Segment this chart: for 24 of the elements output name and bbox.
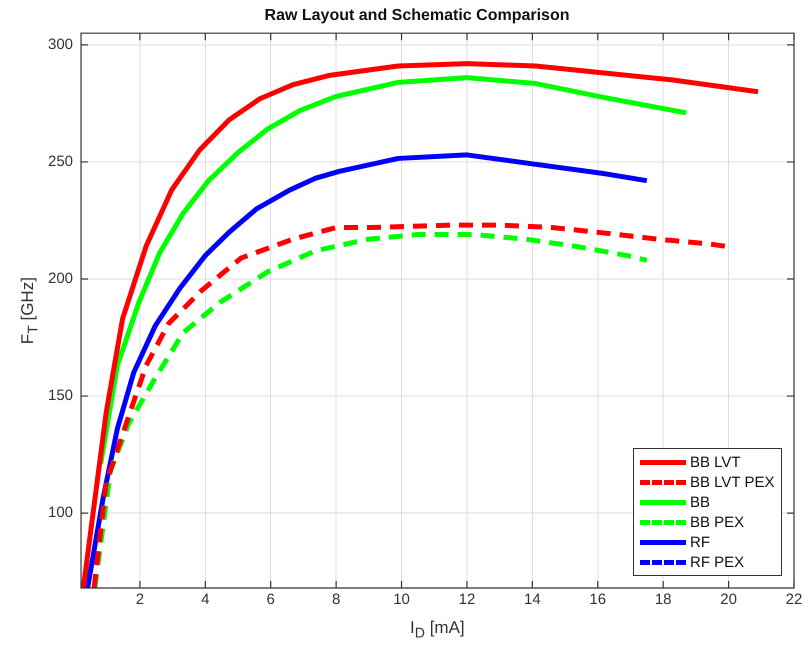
x-tick-label: 6: [266, 591, 275, 608]
legend-label: BB PEX: [690, 514, 744, 530]
x-tick-label: 2: [136, 591, 144, 608]
x-tick-label: 22: [786, 591, 802, 608]
x-axis-title: I$_{D}$ [mA]: [410, 618, 465, 642]
legend-label: BB LVT: [690, 454, 741, 470]
y-tick-label: 200: [48, 270, 74, 288]
chart-title: Raw Layout and Schematic Comparison: [264, 7, 570, 24]
y-tick-label: 250: [48, 153, 74, 170]
x-tick-label: 10: [393, 591, 410, 608]
x-tick-label: 4: [201, 591, 210, 608]
legend-label: RF PEX: [690, 554, 744, 570]
legend-label: RF: [690, 534, 710, 550]
x-tick-label: 12: [458, 591, 476, 608]
legend-label: BB: [690, 494, 710, 510]
x-tick-label: 8: [332, 591, 340, 608]
legend-label: BB LVT PEX: [690, 474, 774, 490]
y-tick-label: 300: [48, 36, 74, 54]
x-tick-label: 20: [720, 591, 737, 608]
x-tick-label: 16: [589, 591, 606, 608]
x-tick-label: 14: [524, 591, 541, 608]
y-tick-label: 150: [48, 387, 74, 404]
y-tick-label: 100: [48, 504, 74, 522]
x-tick-label: 18: [654, 591, 672, 608]
